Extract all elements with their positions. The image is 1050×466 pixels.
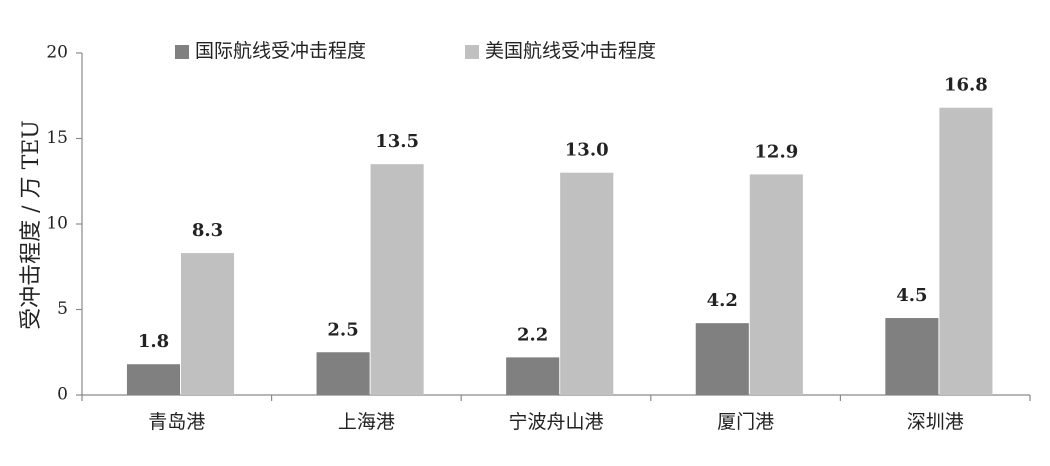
bar bbox=[506, 357, 560, 395]
bar bbox=[370, 164, 424, 395]
bar bbox=[560, 172, 614, 395]
y-axis-label: 受冲击程度 / 万 TEU bbox=[19, 120, 44, 330]
bar bbox=[885, 318, 939, 395]
value-label: 12.9 bbox=[754, 141, 798, 162]
y-tick-label: 15 bbox=[46, 128, 68, 148]
y-tick-label: 10 bbox=[46, 214, 68, 234]
legend-label: 国际航线受冲击程度 bbox=[195, 40, 366, 62]
x-tick-label: 厦门港 bbox=[717, 411, 774, 433]
x-tick-label: 深圳港 bbox=[907, 411, 964, 433]
x-tick-label: 上海港 bbox=[338, 411, 395, 433]
value-label: 13.5 bbox=[375, 131, 419, 152]
bar bbox=[180, 253, 235, 395]
value-label: 1.8 bbox=[138, 331, 169, 352]
value-label: 16.8 bbox=[944, 75, 988, 96]
bar bbox=[939, 107, 993, 395]
value-label: 4.5 bbox=[896, 285, 927, 306]
y-tick-label: 0 bbox=[57, 385, 68, 405]
value-label: 2.2 bbox=[517, 324, 548, 345]
y-tick-label: 5 bbox=[57, 299, 68, 319]
legend-swatch bbox=[465, 45, 479, 59]
x-tick-label: 宁波舟山港 bbox=[508, 411, 603, 433]
value-label: 2.5 bbox=[327, 319, 358, 340]
value-label: 13.0 bbox=[565, 140, 609, 161]
y-tick-label: 20 bbox=[46, 43, 68, 63]
bar bbox=[749, 174, 803, 395]
x-tick-label: 青岛港 bbox=[148, 411, 205, 433]
legend-swatch bbox=[175, 45, 189, 59]
bar bbox=[695, 323, 749, 395]
legend-label: 美国航线受冲击程度 bbox=[485, 40, 656, 62]
bar bbox=[316, 352, 370, 395]
value-label: 8.3 bbox=[192, 220, 223, 241]
value-label: 4.2 bbox=[707, 290, 738, 311]
bar bbox=[126, 364, 181, 395]
